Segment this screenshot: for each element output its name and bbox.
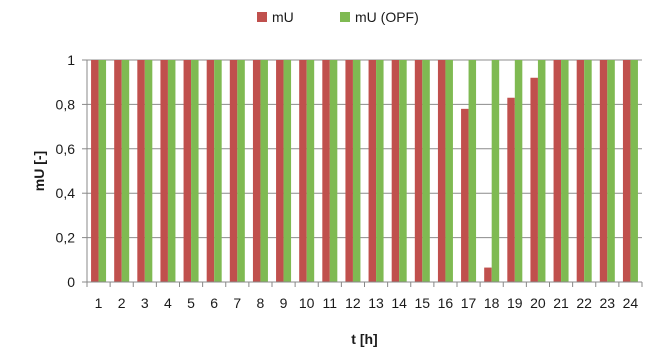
bar-mU-OPF-22 [584, 60, 592, 282]
x-axis-label: t [h] [351, 331, 377, 347]
bar-mU-OPF-3 [144, 60, 153, 282]
bar-mU-OPF-5 [191, 60, 199, 282]
bar-mU-OPF-4 [167, 60, 176, 282]
y-tick-labels: 0 0,2 0,4 0,6 0,8 1 [56, 52, 76, 290]
bar-mU-13 [368, 60, 377, 282]
bar-mU-20 [530, 77, 538, 282]
bar-mU-OPF-17 [468, 60, 477, 282]
bar-mU-8 [252, 60, 261, 282]
axes [86, 60, 642, 283]
bar-mU-OPF-24 [630, 60, 638, 282]
bar-mU-OPF-19 [514, 60, 523, 282]
bar-mU-19 [507, 97, 515, 283]
bar-mU-OPF-11 [329, 60, 338, 282]
x-tick-label: 18 [484, 295, 500, 311]
y-axis-label: mU [-] [31, 151, 47, 191]
y-tick-label: 0,6 [56, 141, 76, 157]
bar-mU-5 [183, 60, 192, 282]
bar-mU-OPF-21 [561, 60, 569, 282]
x-tick-label: 23 [600, 295, 616, 311]
bar-mU-OPF-14 [399, 60, 407, 282]
x-tick-label: 1 [95, 295, 103, 311]
bar-mU-22 [576, 60, 585, 282]
x-tick-label: 16 [438, 295, 454, 311]
y-tick-label: 1 [67, 52, 75, 68]
y-tick-label: 0 [67, 274, 75, 290]
x-tick-label: 13 [368, 295, 384, 311]
bar-mU-23 [599, 60, 608, 282]
x-tick-label: 21 [553, 295, 569, 311]
legend-label-mU: mU [272, 9, 294, 25]
x-tick-label: 10 [299, 295, 315, 311]
bar-mU-15 [414, 60, 423, 282]
bars [91, 60, 638, 283]
bar-mU-9 [276, 60, 284, 282]
bar-mU-4 [160, 60, 168, 282]
bar-mU-OPF-9 [283, 60, 292, 282]
x-tick-label: 22 [576, 295, 592, 311]
bar-mU-OPF-2 [121, 60, 130, 282]
bar-mU-OPF-12 [352, 60, 361, 282]
x-tick-label: 12 [345, 295, 361, 311]
x-tick-label: 5 [187, 295, 195, 311]
bar-mU-OPF-8 [260, 60, 268, 282]
x-tick-label: 2 [118, 295, 126, 311]
bar-mU-OPF-1 [98, 60, 107, 282]
grid-lines [82, 59, 643, 287]
x-tick-label: 17 [461, 295, 477, 311]
bar-mU-6 [206, 60, 215, 282]
bar-mU-11 [322, 60, 330, 282]
y-tick-label: 0,8 [56, 96, 76, 112]
bar-mU-16 [437, 60, 446, 282]
x-tick-label: 4 [164, 295, 172, 311]
bar-mU-OPF-7 [237, 60, 245, 282]
x-tick-label: 7 [233, 295, 241, 311]
legend-swatch-mU-OPF [340, 12, 350, 22]
x-tick-label: 6 [210, 295, 218, 311]
x-tick-label: 24 [623, 295, 639, 311]
x-tick-label: 8 [257, 295, 265, 311]
legend-swatch-mU [257, 12, 267, 22]
bar-mU-OPF-23 [607, 60, 615, 282]
bar-mU-10 [299, 60, 307, 282]
bar-mU-21 [553, 60, 562, 282]
x-tick-label: 19 [507, 295, 523, 311]
bar-mU-14 [391, 60, 400, 282]
bar-mU-1 [91, 60, 99, 282]
bar-mU-OPF-15 [422, 60, 430, 282]
bar-mU-17 [461, 108, 469, 282]
y-tick-label: 0,4 [56, 185, 76, 201]
x-tick-label: 3 [141, 295, 149, 311]
bar-mU-OPF-16 [445, 60, 453, 282]
x-tick-labels: 1 2 3 4 5 6 7 8 9 10 11 12 13 14 15 16 17 18 19 20 21 22 23 24 [95, 295, 639, 311]
x-tick-label: 20 [530, 295, 546, 311]
x-tick-label: 15 [415, 295, 431, 311]
bar-mU-7 [229, 60, 238, 282]
bar-mU-OPF-13 [376, 60, 384, 282]
y-tick-label: 0,2 [56, 230, 76, 246]
bar-mU-OPF-6 [214, 60, 222, 282]
legend: mU mU (OPF) [257, 9, 419, 25]
x-tick-label: 9 [280, 295, 288, 311]
bar-mU-24 [622, 60, 631, 282]
bar-mU-3 [137, 60, 145, 282]
bar-mU-OPF-20 [537, 60, 546, 282]
bar-mU-18 [484, 267, 492, 282]
bar-mU-12 [345, 60, 353, 282]
legend-label-mU-OPF: mU (OPF) [355, 9, 419, 25]
bar-mU-2 [114, 60, 122, 282]
x-tick-label: 11 [323, 295, 338, 311]
bar-mU-OPF-18 [491, 60, 500, 282]
bar-mU-OPF-10 [306, 60, 315, 282]
x-tick-label: 14 [391, 295, 407, 311]
